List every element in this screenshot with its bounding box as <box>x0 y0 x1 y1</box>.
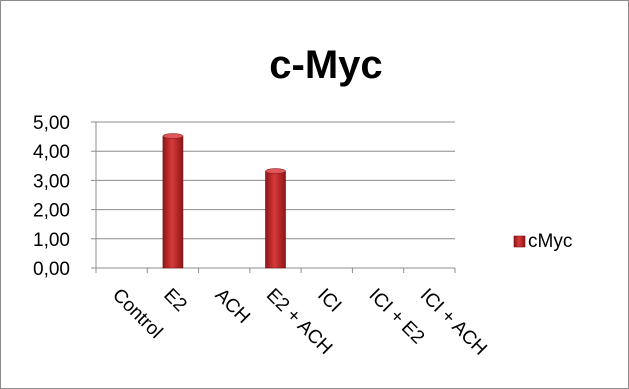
x-tick-label: ICI + ACH <box>416 285 491 360</box>
x-tick-label: ICI + E2 <box>365 285 429 349</box>
y-axis-ticks: 0,00 1,00 2,00 3,00 4,00 5,00 <box>33 113 70 280</box>
bar-e2-ach <box>265 168 286 269</box>
x-tick-label: E2 <box>159 285 190 316</box>
legend-swatch <box>513 235 526 248</box>
x-tick-label: Control <box>108 285 166 343</box>
gridlines <box>91 121 456 273</box>
bar-e2 <box>162 133 184 269</box>
y-tick-label: 3,00 <box>33 171 70 192</box>
y-tick-label: 0,00 <box>33 259 70 280</box>
chart-title: c-Myc <box>269 43 382 87</box>
y-tick-label: 4,00 <box>33 142 70 163</box>
y-tick-label: 5,00 <box>33 113 70 134</box>
x-tick-label: ICI <box>313 285 345 317</box>
y-tick-label: 2,00 <box>33 201 70 222</box>
y-tick-label: 1,00 <box>33 230 70 251</box>
legend: cMyc <box>513 231 572 252</box>
legend-label: cMyc <box>528 231 572 252</box>
bars <box>162 133 286 269</box>
x-tick-label: ACH <box>211 285 254 328</box>
